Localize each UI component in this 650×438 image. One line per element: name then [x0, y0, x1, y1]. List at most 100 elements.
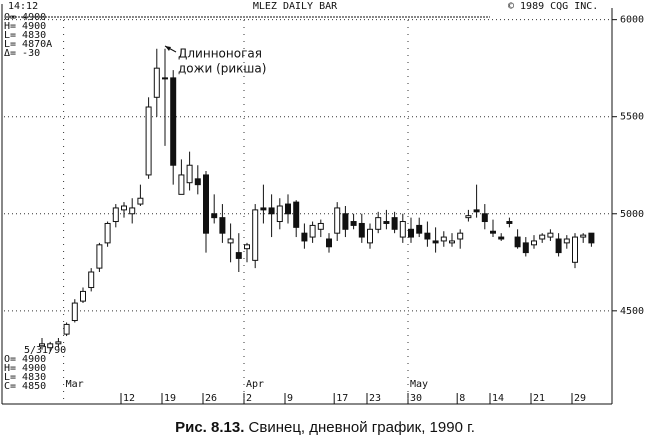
- info-date: 5/31/90: [24, 345, 66, 356]
- x-tick-label: 12: [123, 393, 135, 404]
- info-top: L= 4870A: [4, 39, 52, 50]
- candle-body: [203, 174, 209, 234]
- candle-body: [432, 240, 439, 244]
- x-tick-label: 21: [533, 393, 545, 404]
- candle-body: [531, 240, 537, 246]
- x-tick-label: 30: [410, 393, 422, 404]
- candle-body: [457, 232, 464, 240]
- candle-body: [186, 164, 193, 184]
- candle-body: [260, 207, 267, 211]
- candle-body: [481, 213, 488, 223]
- candle-body: [309, 224, 316, 238]
- header-time: 14:12: [8, 1, 38, 12]
- x-tick-label: 26: [205, 393, 217, 404]
- annotation-line: дожи (рикша): [178, 62, 266, 76]
- candle-body: [153, 67, 160, 98]
- candle-body: [367, 228, 373, 244]
- header-title: MLEZ DAILY BAR: [253, 1, 338, 12]
- candle-body: [399, 221, 406, 238]
- candle-body: [170, 77, 177, 166]
- info-top: L= 4830: [4, 30, 46, 41]
- month-label: Apr: [246, 379, 264, 390]
- candle-body: [580, 234, 587, 238]
- info-bottom: L= 4830: [4, 372, 46, 383]
- x-tick-label: 8: [459, 393, 465, 404]
- candle-body: [227, 238, 234, 244]
- candle-body: [572, 236, 578, 263]
- candle-body: [449, 240, 455, 244]
- candle-body: [211, 213, 218, 219]
- info-bottom: O= 4900: [4, 354, 46, 365]
- candle-body: [342, 213, 349, 230]
- candle-body: [55, 341, 62, 345]
- candle-body: [588, 232, 595, 244]
- candle-body: [498, 236, 505, 240]
- candle-body: [514, 236, 521, 248]
- annotation-line: Длинноногая: [178, 47, 262, 61]
- x-tick-label: 17: [336, 393, 348, 404]
- header-copyright: © 1989 CQG INC.: [508, 1, 598, 12]
- x-tick-label: 23: [369, 393, 381, 404]
- candle-body: [112, 207, 119, 223]
- candle-body: [71, 302, 78, 322]
- candle-body: [317, 222, 324, 230]
- candle-body: [408, 228, 414, 238]
- candle-body: [252, 209, 259, 261]
- candle-body: [522, 242, 529, 254]
- candle-body: [276, 205, 283, 223]
- candle-body: [506, 221, 513, 224]
- candle-body: [104, 222, 111, 244]
- candle-body: [121, 205, 127, 211]
- candle-body: [555, 238, 562, 254]
- y-tick-label: 5500: [620, 112, 644, 123]
- candle-body: [547, 232, 554, 238]
- x-tick-label: 2: [246, 393, 252, 404]
- month-label: May: [410, 379, 428, 390]
- month-label: Mar: [66, 379, 84, 390]
- candle-body: [80, 290, 86, 302]
- info-top: O= 4900: [4, 12, 46, 23]
- caption: Рис. 8.13. Свинец, дневной график, 1990 …: [175, 419, 475, 436]
- candle-body: [285, 203, 291, 215]
- y-tick-label: 5000: [620, 209, 644, 220]
- candle-body: [473, 209, 480, 213]
- info-bottom: C= 4850: [4, 381, 46, 392]
- candle-body: [350, 221, 357, 226]
- y-tick-label: 6000: [620, 15, 644, 26]
- candle-body: [129, 207, 136, 215]
- info-top: H= 4900: [4, 21, 46, 32]
- candle-body: [383, 221, 390, 224]
- candle-body: [63, 323, 70, 335]
- candle-body: [490, 230, 496, 234]
- candle-body: [326, 238, 332, 248]
- candle-body: [194, 178, 201, 186]
- x-tick-label: 19: [164, 393, 176, 404]
- candle-body: [39, 343, 45, 347]
- candle-body: [235, 252, 242, 259]
- info-bottom: H= 4900: [4, 363, 46, 374]
- candle-body: [88, 271, 95, 289]
- candle-body: [563, 238, 570, 244]
- candle-body: [293, 201, 300, 228]
- candle-body: [162, 77, 168, 80]
- candle-body: [416, 224, 423, 234]
- candle-body: [145, 106, 152, 176]
- caption-label: Рис. 8.13.: [175, 419, 244, 436]
- candle-body: [96, 244, 103, 269]
- caption-text: Свинец, дневной график, 1990 г.: [249, 419, 475, 436]
- candle-body: [375, 217, 382, 230]
- candle-body: [334, 207, 341, 234]
- x-tick-label: 14: [492, 393, 504, 404]
- candle-body: [47, 343, 54, 349]
- candle-body: [358, 222, 365, 238]
- candle-body: [137, 197, 144, 205]
- candle-body: [465, 215, 472, 219]
- candle-body: [301, 232, 308, 242]
- candle-body: [178, 174, 185, 195]
- candle-body: [440, 236, 447, 242]
- annotation-arrowhead: [165, 46, 171, 51]
- x-tick-label: 9: [287, 393, 293, 404]
- y-tick-label: 4500: [620, 306, 644, 317]
- candle-body: [539, 234, 546, 240]
